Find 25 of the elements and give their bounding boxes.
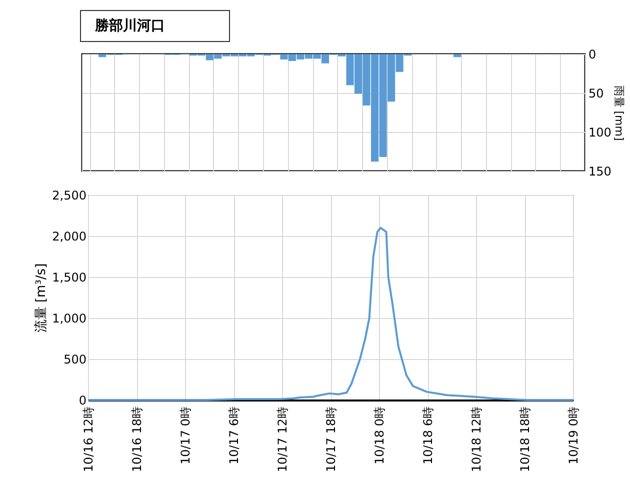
x-tick-label: 10/18 18時 [518,406,532,472]
x-tick-label: 10/19 0時 [566,406,580,465]
y-tick-label: 1,000 [52,312,86,326]
x-tick-label: 10/17 18時 [324,406,338,472]
y-axis-title: 流量 [m³/s] [33,263,50,333]
y-tick-label: 50 [588,86,604,100]
x-tick-label: 10/17 0時 [178,406,192,465]
x-tick-label: 10/17 12時 [276,406,290,472]
x-tick-label: 10/18 12時 [470,406,484,472]
y-tick-label: 1,500 [52,270,86,284]
y-axis-title: 雨量 [mm] [612,85,626,141]
x-tick-label: 10/16 12時 [82,406,96,472]
y-tick-label: 2,500 [52,188,86,202]
y-tick-label: 100 [588,126,612,140]
bar [454,54,462,58]
chart-title: 勝部川河口 [80,10,230,42]
y-tick-label: 0 [78,394,86,408]
x-tick-label: 10/18 6時 [421,406,435,465]
x-tick-label: 10/17 6時 [227,406,241,465]
y-tick-label: 2,000 [52,230,86,244]
x-tick-label: 10/18 0時 [372,406,386,465]
y-tick-label: 0 [588,48,596,62]
y-tick-label: 500 [64,352,86,366]
y-tick-label: 150 [588,164,612,178]
x-tick-label: 10/16 18時 [130,406,144,472]
